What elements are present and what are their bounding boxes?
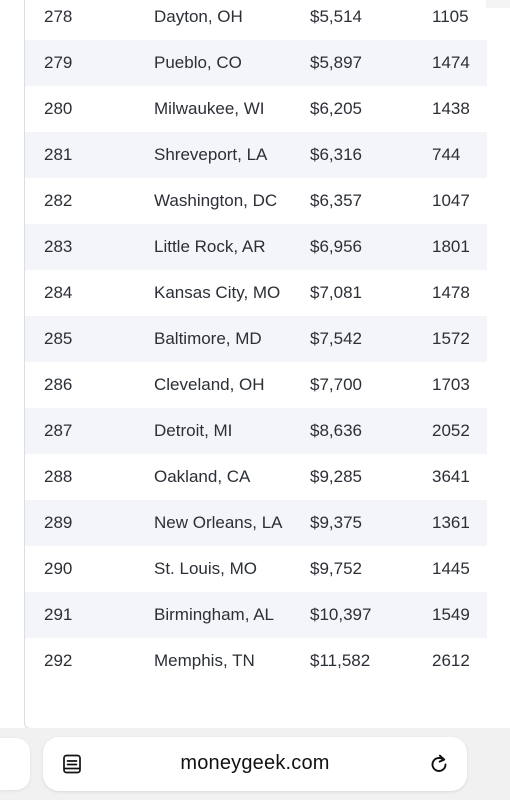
value-cell: 1474 bbox=[432, 40, 487, 86]
city-cell: Little Rock, AR bbox=[154, 224, 310, 270]
table-row: 285 Baltimore, MD $7,542 1572 bbox=[25, 316, 487, 362]
cost-cell: $5,897 bbox=[310, 40, 432, 86]
table-row: 278 Dayton, OH $5,514 1105 bbox=[25, 0, 487, 40]
cost-cell: $7,700 bbox=[310, 375, 362, 394]
cost-cell: $9,285 bbox=[310, 467, 362, 486]
value-cell: 3641 bbox=[432, 467, 470, 486]
previous-tab-chip[interactable] bbox=[0, 738, 30, 790]
cost-cell: $6,316 bbox=[310, 132, 432, 178]
table-row: 287 Detroit, MI $8,636 2052 bbox=[25, 408, 487, 454]
value-cell: 1438 bbox=[432, 99, 470, 118]
cost-cell: $8,636 bbox=[310, 408, 432, 454]
rank-cell: 286 bbox=[44, 375, 73, 394]
city-cell: New Orleans, LA bbox=[154, 500, 310, 546]
table-row: 292 Memphis, TN $11,582 2612 bbox=[25, 638, 487, 684]
rank-cell: 290 bbox=[44, 559, 73, 578]
value-cell: 744 bbox=[432, 132, 487, 178]
city-cell: Detroit, MI bbox=[154, 408, 310, 454]
table-row: 290 St. Louis, MO $9,752 1445 bbox=[25, 546, 487, 592]
value-cell: 1445 bbox=[432, 559, 470, 578]
table-row: 284 Kansas City, MO $7,081 1478 bbox=[25, 270, 487, 316]
value-cell: 2052 bbox=[432, 408, 487, 454]
table-row: 282 Washington, DC $6,357 1047 bbox=[25, 178, 487, 224]
rank-cell: 284 bbox=[44, 283, 73, 302]
reload-icon[interactable] bbox=[427, 752, 451, 776]
cost-cell: $11,582 bbox=[310, 651, 371, 670]
value-cell: 1047 bbox=[432, 191, 470, 210]
value-cell: 1703 bbox=[432, 375, 470, 394]
cost-cell: $5,514 bbox=[310, 7, 362, 26]
rank-cell: 282 bbox=[44, 191, 73, 210]
rank-cell: 289 bbox=[25, 500, 154, 546]
city-cell: Kansas City, MO bbox=[154, 283, 281, 302]
cost-cell: $6,956 bbox=[310, 224, 432, 270]
city-cell: Dayton, OH bbox=[154, 7, 243, 26]
address-bar[interactable]: moneygeek.com bbox=[43, 737, 467, 791]
rank-cell: 279 bbox=[25, 40, 154, 86]
city-cell: Birmingham, AL bbox=[154, 592, 310, 638]
cost-cell: $10,397 bbox=[310, 592, 432, 638]
table-container: 278 Dayton, OH $5,514 1105 279 Pueblo, C… bbox=[24, 0, 487, 729]
cost-cell: $9,752 bbox=[310, 559, 362, 578]
city-cell: Milwaukee, WI bbox=[154, 99, 265, 118]
top-edge-shade bbox=[486, 0, 510, 8]
value-cell: 2612 bbox=[432, 651, 470, 670]
browser-toolbar: moneygeek.com bbox=[0, 728, 510, 800]
rank-cell: 292 bbox=[44, 651, 73, 670]
city-cell: Pueblo, CO bbox=[154, 40, 310, 86]
value-cell: 1572 bbox=[432, 316, 487, 362]
url-text[interactable]: moneygeek.com bbox=[180, 752, 330, 774]
cost-cell: $7,081 bbox=[310, 283, 362, 302]
page-content[interactable]: 278 Dayton, OH $5,514 1105 279 Pueblo, C… bbox=[0, 0, 510, 729]
city-cell: Cleveland, OH bbox=[154, 375, 265, 394]
rank-cell: 283 bbox=[25, 224, 154, 270]
reader-mode-icon[interactable] bbox=[61, 753, 83, 775]
rank-cell: 278 bbox=[44, 7, 73, 26]
table-row: 281 Shreveport, LA $6,316 744 bbox=[25, 132, 487, 178]
cost-cell: $6,357 bbox=[310, 191, 362, 210]
cost-cell: $9,375 bbox=[310, 500, 432, 546]
city-cell: Baltimore, MD bbox=[154, 316, 310, 362]
table-row: 283 Little Rock, AR $6,956 1801 bbox=[25, 224, 487, 270]
city-cell: St. Louis, MO bbox=[154, 559, 257, 578]
value-cell: 1549 bbox=[432, 592, 487, 638]
value-cell: 1361 bbox=[432, 500, 487, 546]
city-cell: Shreveport, LA bbox=[154, 132, 310, 178]
city-cell: Washington, DC bbox=[154, 191, 278, 210]
rank-cell: 291 bbox=[25, 592, 154, 638]
rank-cell: 288 bbox=[44, 467, 73, 486]
cost-cell: $6,205 bbox=[310, 99, 362, 118]
value-cell: 1478 bbox=[432, 283, 470, 302]
rank-cell: 280 bbox=[44, 99, 73, 118]
value-cell: 1801 bbox=[432, 224, 487, 270]
city-ranking-table: 278 Dayton, OH $5,514 1105 279 Pueblo, C… bbox=[25, 0, 487, 684]
value-cell: 1105 bbox=[432, 7, 469, 26]
table-row: 289 New Orleans, LA $9,375 1361 bbox=[25, 500, 487, 546]
city-cell: Memphis, TN bbox=[154, 651, 255, 670]
rank-cell: 287 bbox=[25, 408, 154, 454]
table-row: 291 Birmingham, AL $10,397 1549 bbox=[25, 592, 487, 638]
table-row: 280 Milwaukee, WI $6,205 1438 bbox=[25, 86, 487, 132]
rank-cell: 281 bbox=[25, 132, 154, 178]
table-row: 286 Cleveland, OH $7,700 1703 bbox=[25, 362, 487, 408]
cost-cell: $7,542 bbox=[310, 316, 432, 362]
rank-cell: 285 bbox=[25, 316, 154, 362]
table-row: 279 Pueblo, CO $5,897 1474 bbox=[25, 40, 487, 86]
table-row: 288 Oakland, CA $9,285 3641 bbox=[25, 454, 487, 500]
city-cell: Oakland, CA bbox=[154, 467, 251, 486]
